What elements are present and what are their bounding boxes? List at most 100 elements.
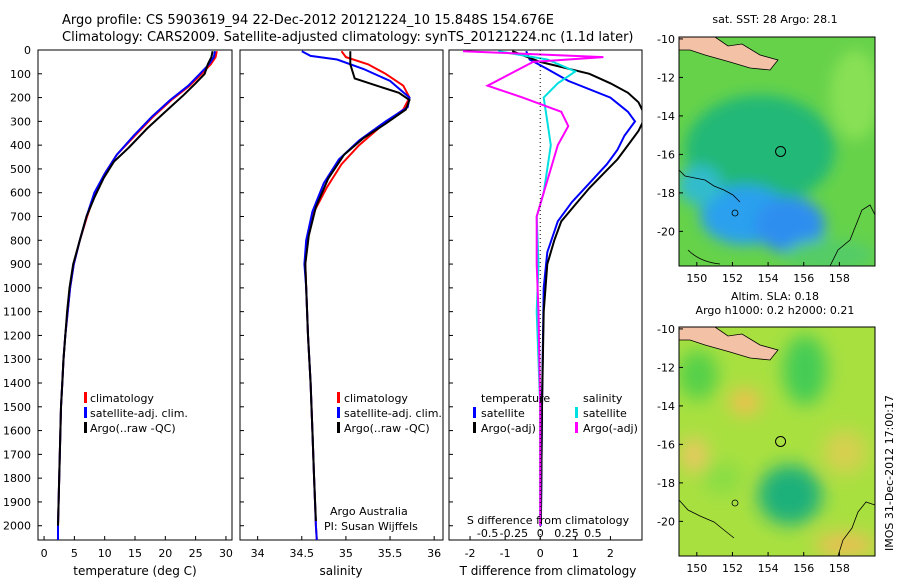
sla-map-title-2: Argo h1000: 0.2 h2000: 0.21 [696,304,855,317]
x-tick-label: -2 [465,547,476,560]
series-line-satellite-adj-clim- [301,50,411,540]
legend-label: satellite-adj. clim. [344,407,442,420]
legend-label: Argo(-adj) [481,422,536,435]
series-line-temperature-satellite [525,50,637,526]
legend-swatch-sal-argo [575,422,578,433]
depth-tick-label: 1400 [3,377,31,390]
depth-tick-label: 900 [10,258,31,271]
salinity-x-axis: 34 34.5 35 35.5 36 [251,536,441,560]
difference-x-axis: -2 -1 0 1 2 -0.5 -0.25 0 0.25 0.5 [465,527,614,560]
depth-tick-label: 1600 [3,425,31,438]
depth-tick-label: 700 [10,211,31,224]
header-line-1: Argo profile: CS 5903619_94 22-Dec-2012 … [62,13,554,28]
map-x-tick-label: 152 [722,272,743,285]
legend-swatch-argo [84,422,87,433]
legend-swatch-temp-argo [473,422,476,433]
x-tick-label: 1 [572,547,579,560]
depth-axis: 0 100 200 300 400 500 600 700 800 900 1000 1100 1200… [3,44,453,533]
map-x-tick-label: 158 [829,562,850,575]
legend-swatch-satellite [84,407,87,418]
depth-tick-label: 300 [10,115,31,128]
depth-tick-label: 2000 [3,520,31,533]
sla-map-field [679,327,875,556]
x-tick-label: 34.5 [290,547,315,560]
imos-timestamp: IMOS 31-Dec-2012 17:00:17 [883,395,896,551]
legend-swatch-satellite [337,407,340,418]
credit-line-2: PI: Susan Wijffels [324,520,418,533]
x-tick-label: 35.5 [378,547,403,560]
x-tick-label: 0 [41,547,48,560]
legend-swatch-climatology [84,392,87,403]
x-tick-label: 15 [128,547,142,560]
sla-map-frame [678,326,876,557]
coastline-land [679,37,779,71]
legend-label: satellite [583,407,627,420]
series-line-temperature-argo-adj- [511,50,642,522]
x-tick-label: 30 [219,547,233,560]
map-y-tick-label: -10 [657,33,675,46]
difference-legend-salinity: salinity satellite Argo(-adj) [575,392,638,435]
x-tick-label: 25 [189,547,203,560]
legend-title: temperature [481,392,550,405]
depth-tick-label: 1500 [3,401,31,414]
map-x-tick-label: 158 [829,272,850,285]
map-y-tick-label: -16 [657,438,675,451]
x-tick-label: 20 [158,547,172,560]
depth-tick-label: 1900 [3,496,31,509]
depth-tick-label: 100 [10,68,31,81]
salinity-legend: climatology satellite-adj. clim. Argo(..… [324,392,442,533]
salinity-xlabel: salinity [319,564,362,578]
x-top-tick-label: 0 [537,527,544,540]
depth-tick-label: 200 [10,92,31,105]
series-line-argo-raw-qc- [57,51,214,526]
sst-map-x-axis: 150 152 154 156 158 [686,262,850,285]
map-x-tick-label: 156 [793,272,814,285]
map-y-tick-label: -18 [657,187,675,200]
temperature-x-axis: 0 5 10 15 20 25 30 [41,536,233,560]
legend-label: Argo(-adj) [583,422,638,435]
reef-contour [731,209,739,217]
map-x-tick-label: 152 [722,562,743,575]
map-y-tick-label: -18 [657,477,675,490]
series-line-climatology [304,50,411,540]
x-tick-label: 34 [251,547,265,560]
legend-label: climatology [90,392,154,405]
depth-tick-label: 1100 [3,306,31,319]
x-tick-label: 10 [98,547,112,560]
depth-tick-label: 800 [10,234,31,247]
sst-map-field [679,37,875,266]
x-tick-label: 5 [71,547,78,560]
temperature-profile-lines [57,51,218,540]
legend-swatch-climatology [337,392,340,403]
x-top-tick-label: 0.25 [554,527,579,540]
x-top-tick-label: -0.25 [500,527,528,540]
sla-map-x-axis: 150 152 154 156 158 [686,552,850,575]
legend-label: Argo(..raw -QC) [90,422,176,435]
difference-legend-temperature: temperature satellite Argo(-adj) [473,392,550,435]
sla-map-y-axis: -10 -12 -14 -16 -18 -20 [657,323,683,528]
legend-swatch-argo [337,422,340,433]
reef-contour [837,501,875,556]
legend-label: satellite-adj. clim. [90,407,188,420]
series-line-argo-raw-qc- [304,51,411,522]
depth-tick-label: 0 [24,44,31,57]
sla-map-title-1: Altim. SLA: 0.18 [731,290,819,303]
coastline-land [679,327,779,361]
salinity-panel-frame [239,49,444,541]
x-top-tick-label: -0.5 [477,527,498,540]
credit-line-1: Argo Australia [330,505,408,518]
map-y-tick-label: -20 [657,225,675,238]
depth-tick-label: 600 [10,187,31,200]
depth-tick-label: 400 [10,139,31,152]
depth-tick-label: 1200 [3,329,31,342]
difference-panel-frame [448,49,643,541]
temperature-panel-frame [37,49,233,541]
sst-float-marker [775,146,787,157]
series-line-satellite-adj-clim- [57,51,216,540]
sst-map-frame [678,36,876,267]
legend-swatch-temp-satellite [473,407,476,418]
depth-tick-label: 500 [10,163,31,176]
map-y-tick-label: -16 [657,148,675,161]
depth-tick-label: 1300 [3,353,31,366]
